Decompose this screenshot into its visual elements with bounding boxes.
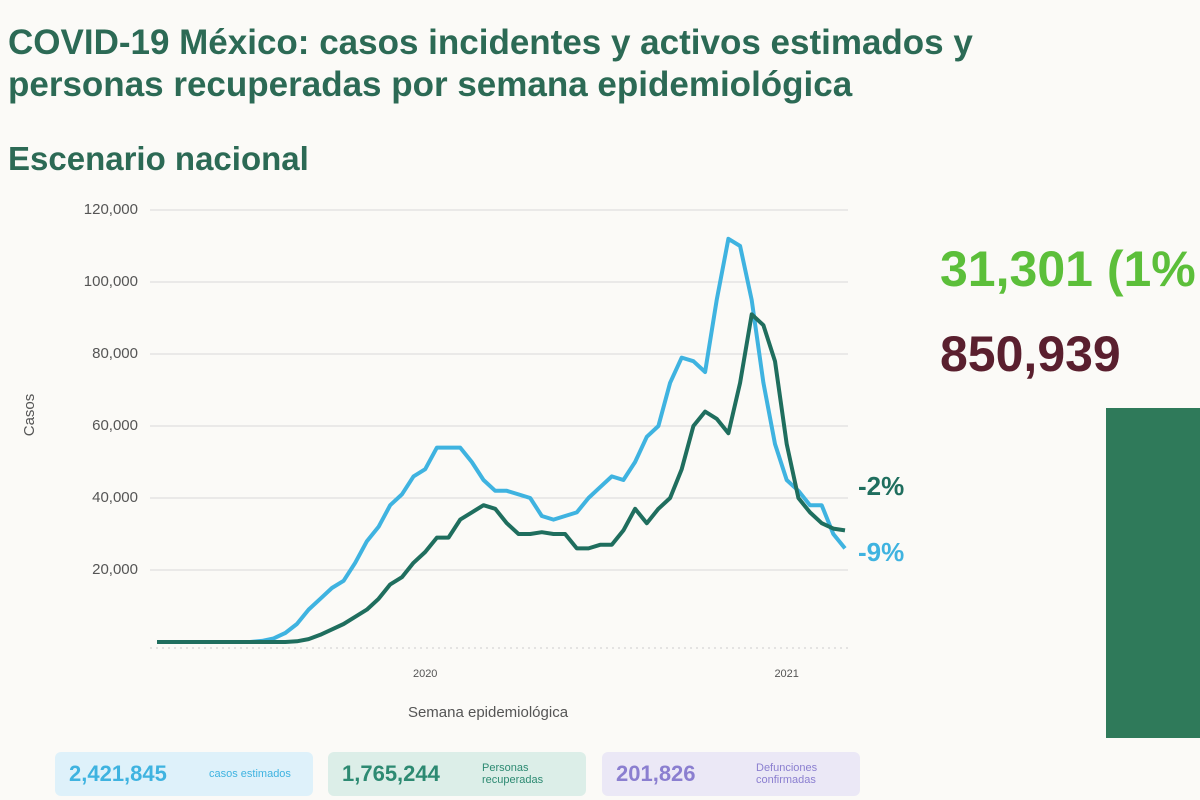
summary-value: 1,765,244 xyxy=(342,761,440,786)
summary-box: 1,765,244 Personas recuperadas xyxy=(328,752,586,796)
series-line xyxy=(157,312,846,644)
subtitle: Escenario nacional xyxy=(8,140,309,177)
chart: 20,000 40,000 60,000 80,000 100,000 120,000 20… xyxy=(21,201,904,721)
summary-value: 2,421,845 xyxy=(69,761,167,786)
y-tick-label: 20,000 xyxy=(92,561,138,578)
x-tick-label: 2020 xyxy=(413,668,437,680)
headline-incident: 31,301 (1% xyxy=(940,241,1196,297)
summary-box: 201,826 Defunciones confirmadas xyxy=(602,752,860,796)
summary-label: Defunciones confirmadas xyxy=(756,762,818,786)
series-line xyxy=(157,236,847,644)
x-tick-label: 2021 xyxy=(774,668,798,680)
x-axis-label: Semana epidemiológica xyxy=(408,704,569,721)
summary-label: Personas recuperadas xyxy=(482,762,544,786)
y-tick-label: 40,000 xyxy=(92,489,138,506)
video-panel xyxy=(1106,408,1200,738)
annotation: -2% xyxy=(858,471,904,501)
y-tick-label: 100,000 xyxy=(84,273,138,290)
y-tick-label: 80,000 xyxy=(92,345,138,362)
summary-box: 2,421,845 casos estimados xyxy=(55,752,313,796)
annotation: -9% xyxy=(858,537,904,567)
y-tick-label: 120,000 xyxy=(84,201,138,218)
y-axis-label: Casos xyxy=(21,394,38,437)
y-tick-label: 60,000 xyxy=(92,417,138,434)
headline-active: 850,939 xyxy=(940,326,1121,382)
title: COVID-19 México: casos incidentes y acti… xyxy=(8,23,973,104)
summary-value: 201,826 xyxy=(616,761,696,786)
summary-label: casos estimados xyxy=(209,768,291,780)
